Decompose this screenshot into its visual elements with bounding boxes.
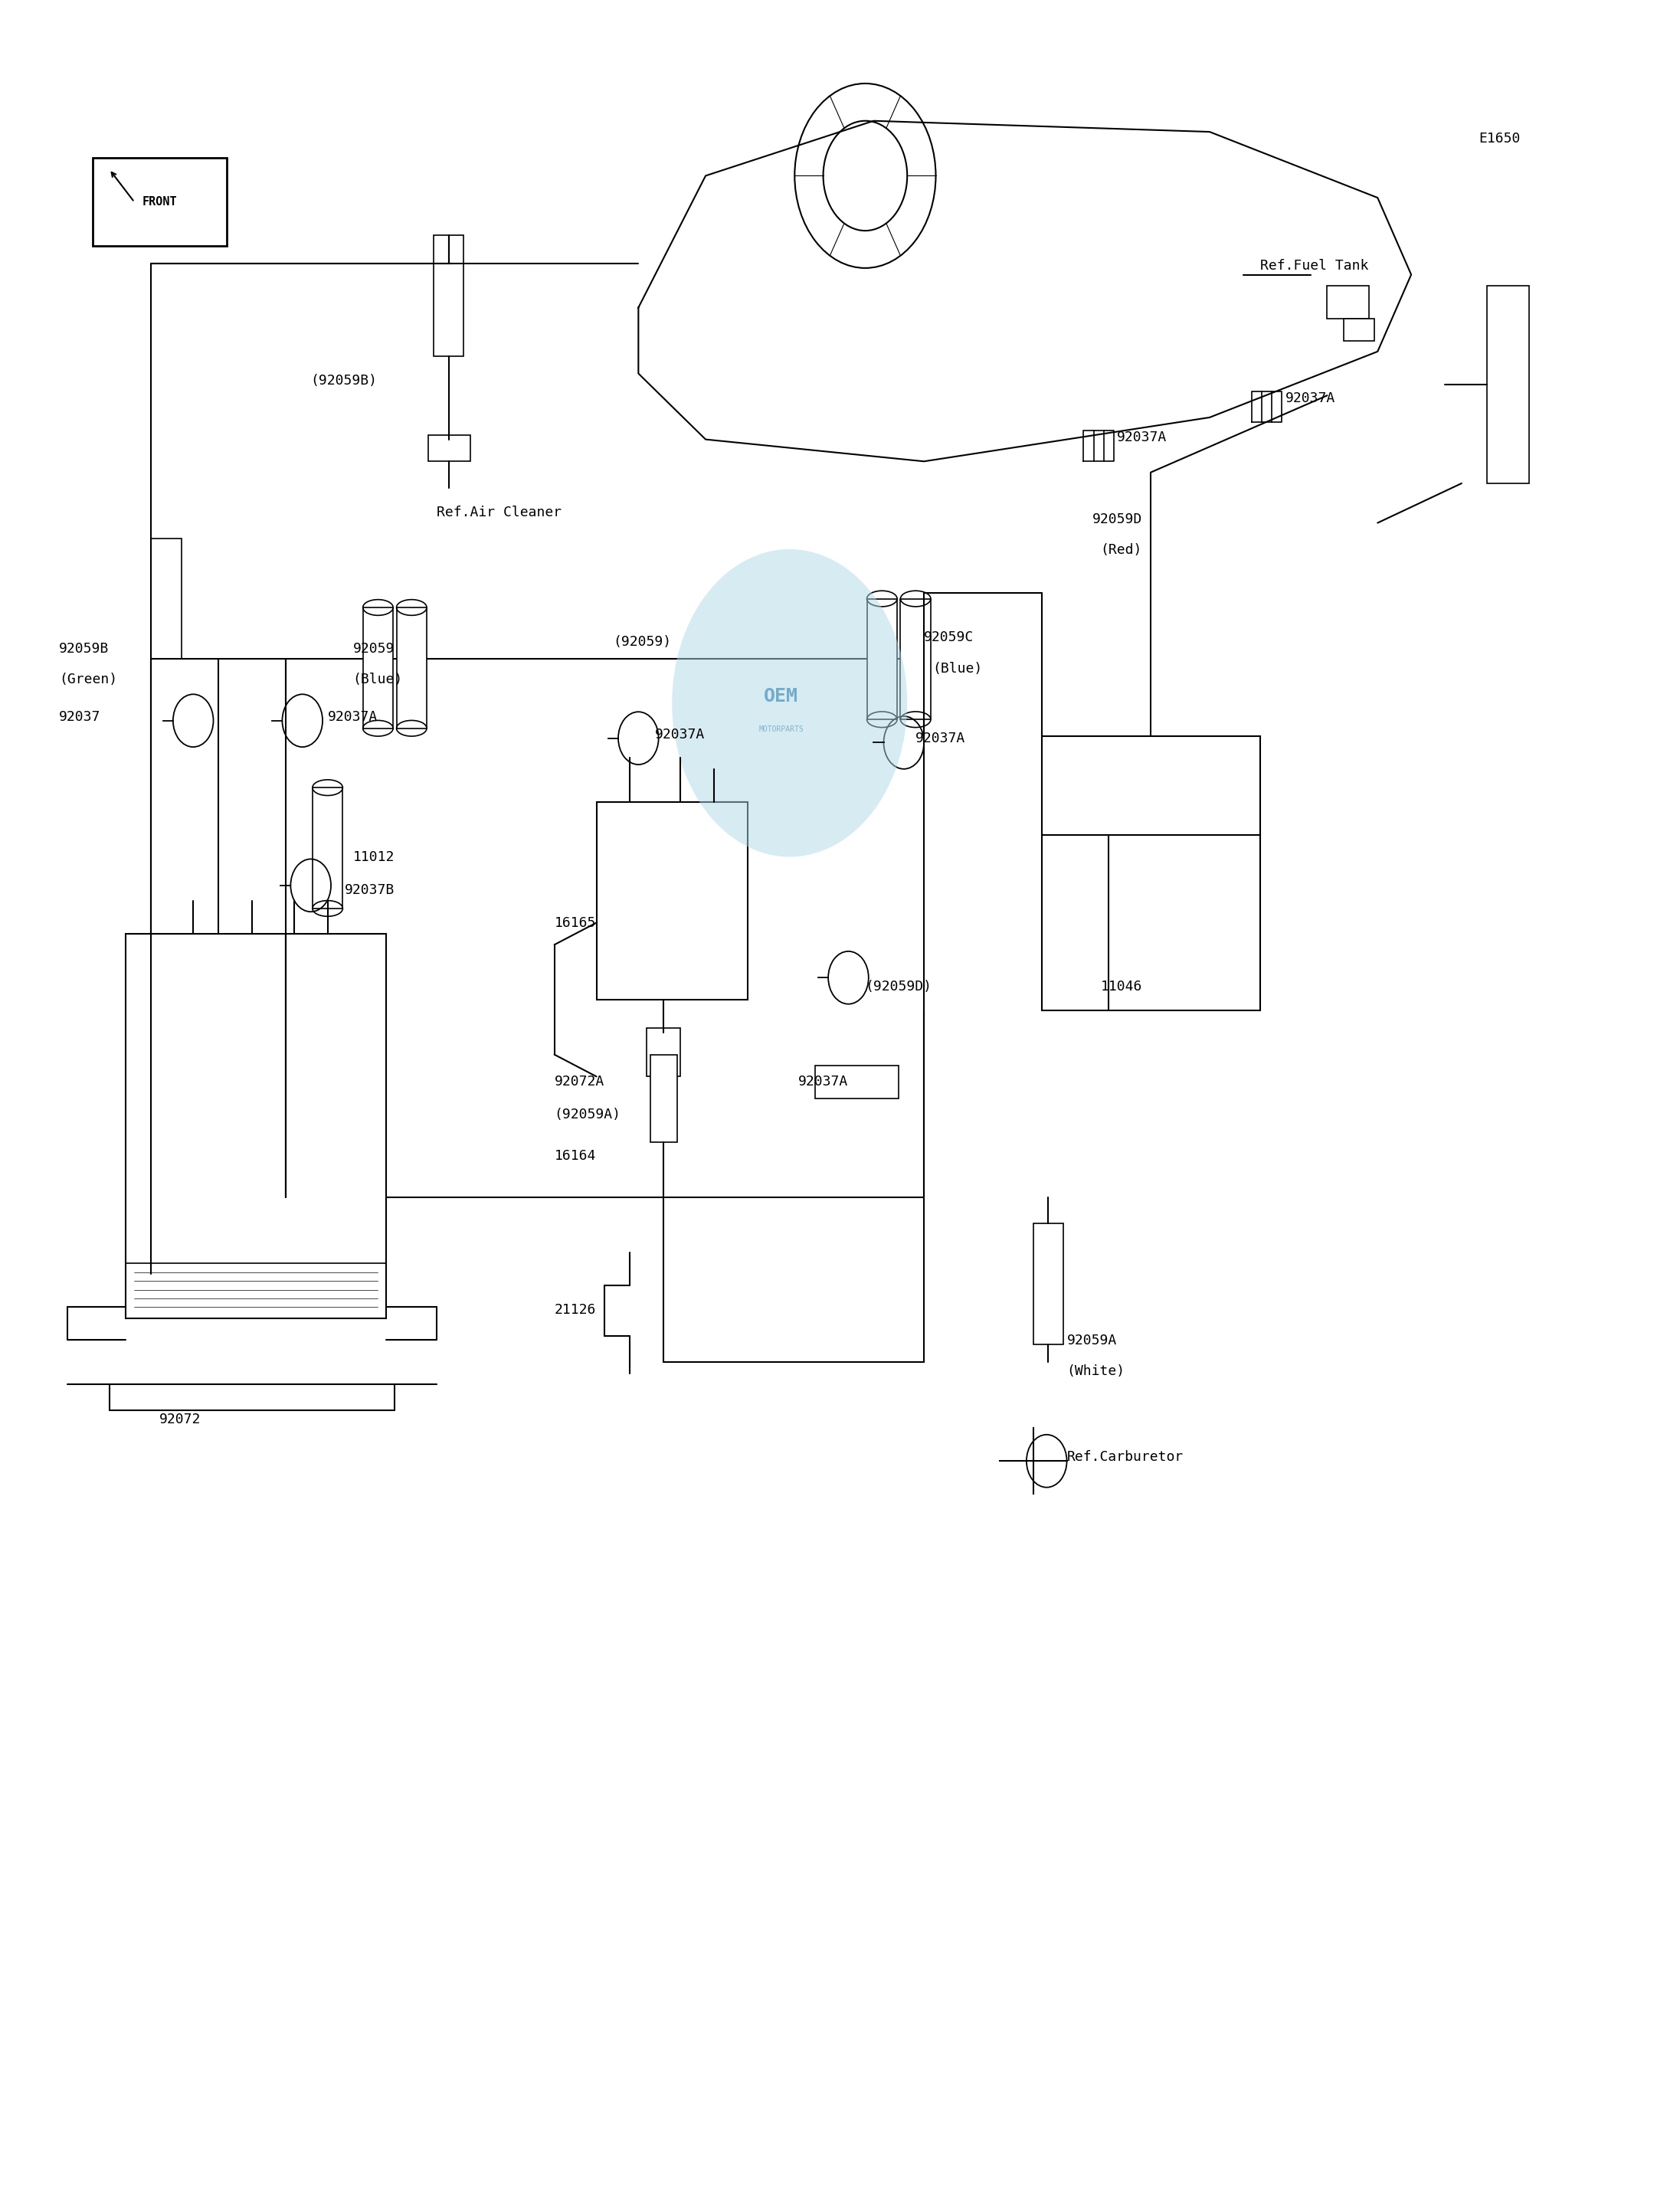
Text: (92059A): (92059A) [554,1107,622,1120]
Text: OEM: OEM [764,688,798,705]
Bar [1327,286,1369,319]
Bar [151,538,181,659]
Bar [1042,736,1260,1011]
Text: Ref.Carburetor: Ref.Carburetor [1067,1450,1183,1463]
Text: 92059: 92059 [353,642,395,655]
Text: 92059C: 92059C [924,631,974,644]
Bar [650,1055,677,1142]
Text: 92037A: 92037A [655,727,706,740]
Bar [92,158,227,246]
Bar [1487,286,1529,483]
Bar [1344,319,1374,341]
Text: 92037A: 92037A [1117,431,1168,444]
Bar [433,235,464,356]
Text: FRONT: FRONT [143,196,176,209]
Text: (White): (White) [1067,1364,1126,1378]
Text: MOTORPARTS: MOTORPARTS [759,725,803,734]
Bar [312,787,343,910]
Text: 92037A: 92037A [916,732,966,745]
Text: 92037A: 92037A [1285,391,1336,404]
Circle shape [672,549,907,857]
Text: Ref.Air Cleaner: Ref.Air Cleaner [437,505,561,518]
Text: 92037A: 92037A [328,710,378,723]
Text: (Blue): (Blue) [932,661,983,674]
Text: 92037B: 92037B [344,883,395,896]
Text: 11046: 11046 [1100,980,1142,993]
Text: (92059): (92059) [613,635,672,648]
Text: Ref.Fuel Tank: Ref.Fuel Tank [1260,259,1368,272]
Bar [428,435,470,461]
Bar [396,606,427,729]
Text: 92059B: 92059B [59,642,109,655]
Text: 92072A: 92072A [554,1074,605,1088]
Bar [647,1028,680,1077]
Text: 92037: 92037 [59,710,101,723]
Text: (92059B): (92059B) [311,373,378,387]
Text: 92072: 92072 [160,1413,202,1426]
Text: (Red): (Red) [1100,543,1142,556]
Bar [1033,1224,1063,1345]
Text: E1650: E1650 [1478,132,1520,145]
Text: 92037A: 92037A [798,1074,848,1088]
Bar [596,802,748,1000]
Text: 11012: 11012 [353,850,395,863]
Bar [218,659,924,1197]
Bar [363,606,393,729]
Text: 92059D: 92059D [1092,512,1142,525]
Text: (92059D): (92059D) [865,980,932,993]
Text: 21126: 21126 [554,1303,596,1316]
Bar [815,1066,899,1098]
Text: (Blue): (Blue) [353,672,403,685]
Text: 92059A: 92059A [1067,1334,1117,1347]
Bar [126,934,386,1318]
Text: 16165: 16165 [554,916,596,929]
Bar [867,598,897,721]
Text: (Green): (Green) [59,672,118,685]
Text: 16164: 16164 [554,1149,596,1162]
Bar [900,598,931,721]
